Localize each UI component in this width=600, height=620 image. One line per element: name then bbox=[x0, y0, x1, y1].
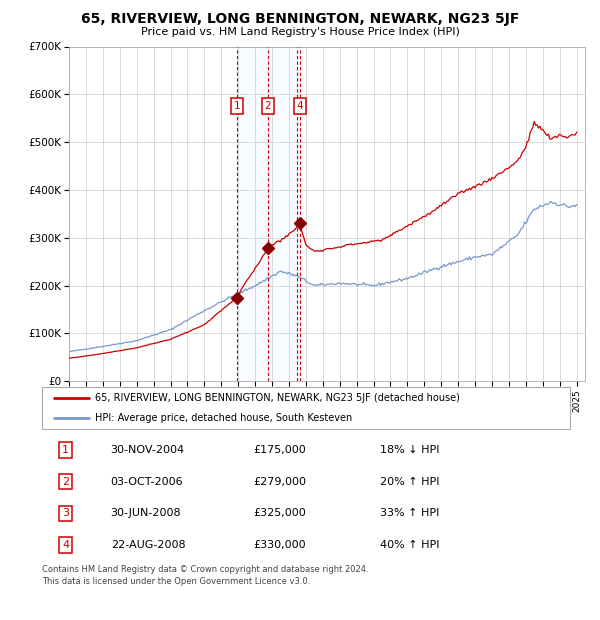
Text: £330,000: £330,000 bbox=[253, 540, 306, 550]
Text: Contains HM Land Registry data © Crown copyright and database right 2024.
This d: Contains HM Land Registry data © Crown c… bbox=[42, 565, 368, 587]
Text: 1: 1 bbox=[62, 445, 69, 455]
Text: 65, RIVERVIEW, LONG BENNINGTON, NEWARK, NG23 5JF (detached house): 65, RIVERVIEW, LONG BENNINGTON, NEWARK, … bbox=[95, 393, 460, 403]
Text: £325,000: £325,000 bbox=[253, 508, 306, 518]
Text: 3: 3 bbox=[62, 508, 69, 518]
FancyBboxPatch shape bbox=[42, 387, 570, 429]
Text: 03-OCT-2006: 03-OCT-2006 bbox=[110, 477, 183, 487]
Text: 18% ↓ HPI: 18% ↓ HPI bbox=[380, 445, 439, 455]
Text: 30-NOV-2004: 30-NOV-2004 bbox=[110, 445, 185, 455]
Text: £279,000: £279,000 bbox=[253, 477, 306, 487]
Text: 1: 1 bbox=[233, 101, 240, 111]
Text: 22-AUG-2008: 22-AUG-2008 bbox=[110, 540, 185, 550]
Text: 2: 2 bbox=[265, 101, 271, 111]
Text: HPI: Average price, detached house, South Kesteven: HPI: Average price, detached house, Sout… bbox=[95, 413, 352, 423]
Text: 30-JUN-2008: 30-JUN-2008 bbox=[110, 508, 181, 518]
Bar bbox=[237, 46, 300, 381]
Text: 2: 2 bbox=[62, 477, 70, 487]
Text: 20% ↑ HPI: 20% ↑ HPI bbox=[380, 477, 439, 487]
Text: £175,000: £175,000 bbox=[253, 445, 306, 455]
Text: 65, RIVERVIEW, LONG BENNINGTON, NEWARK, NG23 5JF: 65, RIVERVIEW, LONG BENNINGTON, NEWARK, … bbox=[81, 12, 519, 27]
Text: Price paid vs. HM Land Registry's House Price Index (HPI): Price paid vs. HM Land Registry's House … bbox=[140, 27, 460, 37]
Text: 4: 4 bbox=[296, 101, 303, 111]
Text: 33% ↑ HPI: 33% ↑ HPI bbox=[380, 508, 439, 518]
Text: 40% ↑ HPI: 40% ↑ HPI bbox=[380, 540, 439, 550]
Text: 4: 4 bbox=[62, 540, 70, 550]
